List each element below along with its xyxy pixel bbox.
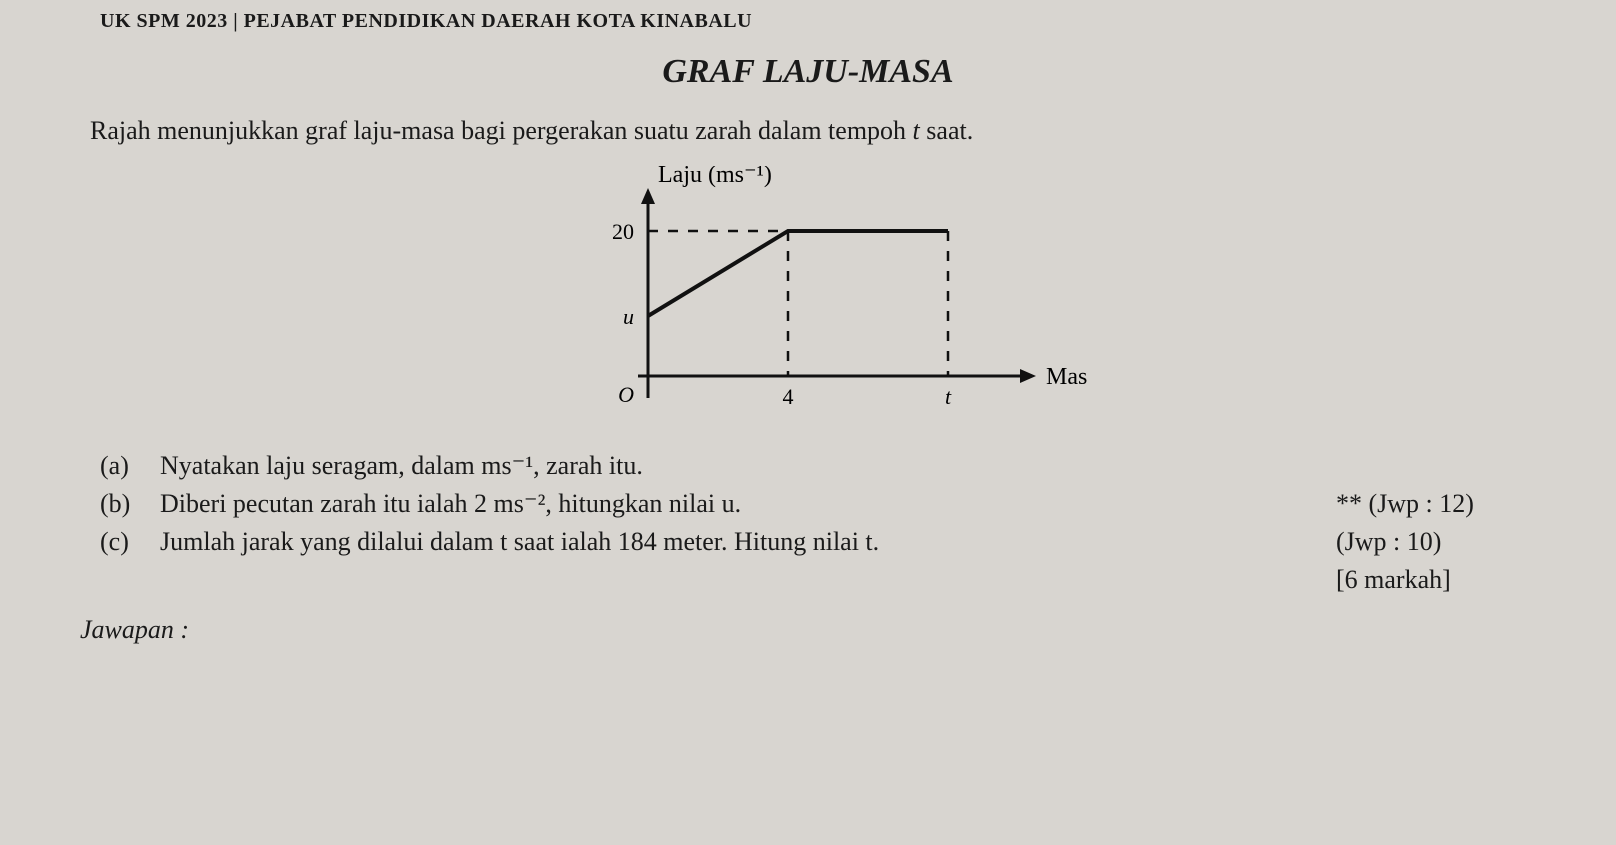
svg-text:O: O <box>618 382 634 407</box>
svg-text:Laju (ms⁻¹): Laju (ms⁻¹) <box>658 166 772 188</box>
question-c-hint: (Jwp : 10) <box>1336 527 1556 557</box>
question-c-text: Jumlah jarak yang dilalui dalam t saat i… <box>160 527 1336 557</box>
page: UK SPM 2023 | PEJABAT PENDIDIKAN DAERAH … <box>0 0 1616 665</box>
instruction-prefix: Rajah menunjukkan graf laju-masa bagi pe… <box>90 116 913 145</box>
instruction-variable: t <box>913 116 920 145</box>
marks-row: [6 markah] <box>100 565 1556 595</box>
document-source-line: UK SPM 2023 | PEJABAT PENDIDIKAN DAERAH … <box>100 10 1556 33</box>
svg-text:20: 20 <box>612 219 634 244</box>
answer-label: Jawapan : <box>80 615 1556 645</box>
instruction-suffix: saat. <box>926 116 973 145</box>
question-c-row: (c) Jumlah jarak yang dilalui dalam t sa… <box>100 527 1556 557</box>
question-a-row: (a) Nyatakan laju seragam, dalam ms⁻¹, z… <box>100 451 1556 481</box>
instruction-text: Rajah menunjukkan graf laju-masa bagi pe… <box>90 116 1556 146</box>
question-b-label: (b) <box>100 489 160 519</box>
svg-text:u: u <box>623 304 634 329</box>
svg-text:4: 4 <box>783 384 794 409</box>
question-a-label: (a) <box>100 451 160 481</box>
question-b-row: (b) Diberi pecutan zarah itu ialah 2 ms⁻… <box>100 489 1556 519</box>
marks-text: [6 markah] <box>1336 565 1556 595</box>
question-a-text: Nyatakan laju seragam, dalam ms⁻¹, zarah… <box>160 451 1336 481</box>
main-title: GRAF LAJU-MASA <box>60 53 1556 91</box>
speed-time-graph: 20 u O 4 t Laju (ms⁻¹) Masa (s) <box>528 166 1088 426</box>
question-c-label: (c) <box>100 527 160 557</box>
question-b-hint: ** (Jwp : 12) <box>1336 489 1556 519</box>
chart-container: 20 u O 4 t Laju (ms⁻¹) Masa (s) <box>60 166 1556 426</box>
svg-text:t: t <box>945 384 952 409</box>
svg-text:Masa (s): Masa (s) <box>1046 364 1088 390</box>
question-b-text: Diberi pecutan zarah itu ialah 2 ms⁻², h… <box>160 489 1336 519</box>
